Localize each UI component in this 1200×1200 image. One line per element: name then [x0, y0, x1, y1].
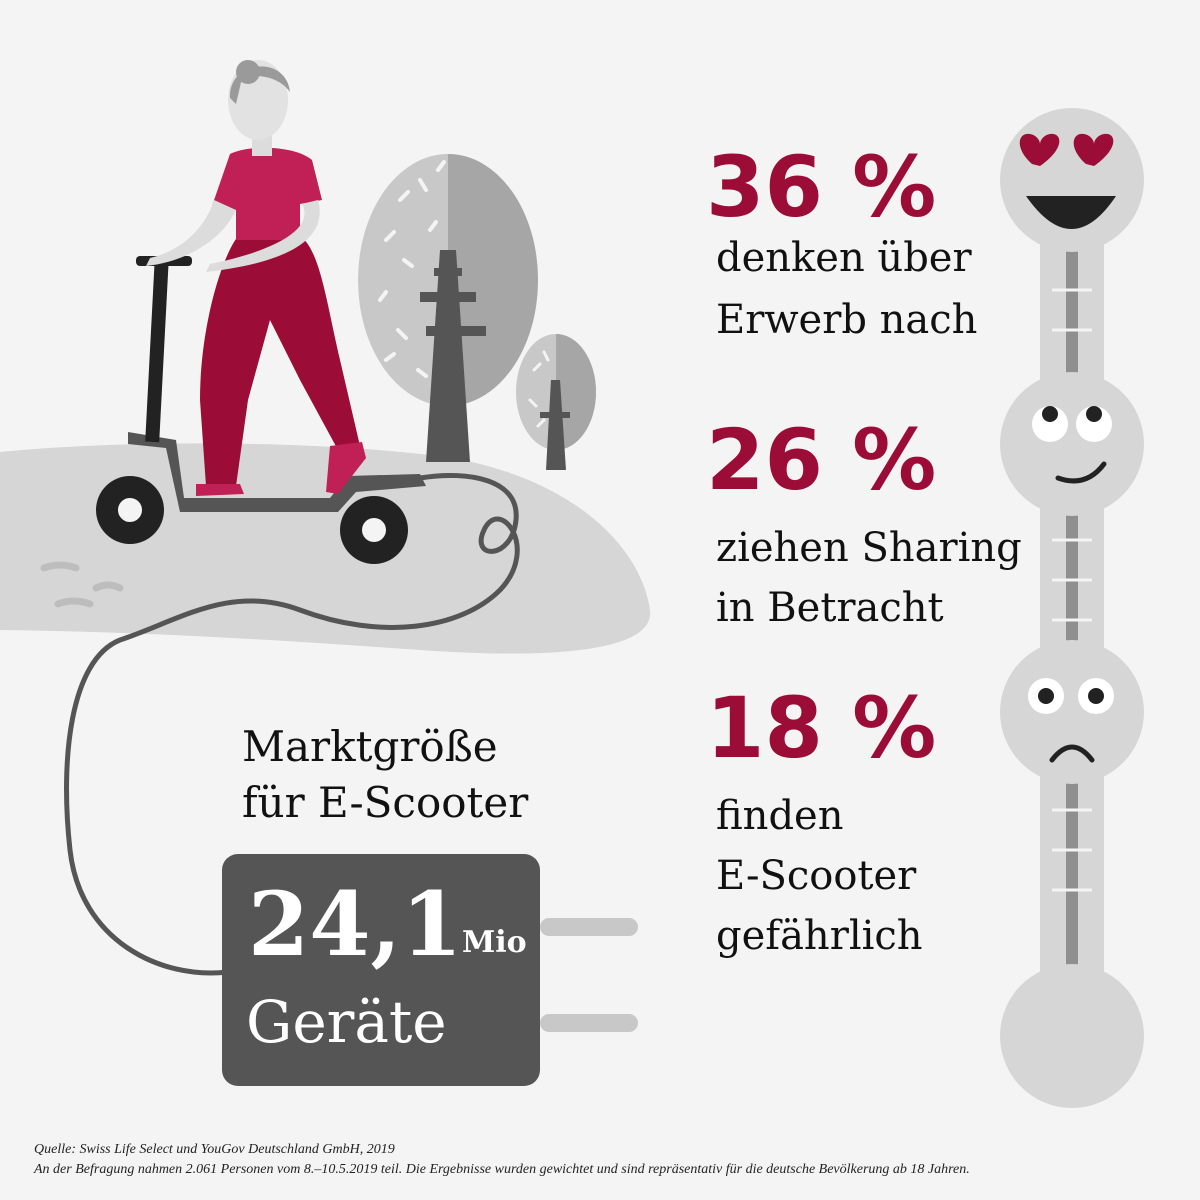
thermometer-bulb — [1000, 964, 1144, 1108]
plug-icon — [222, 854, 638, 1086]
worried-face-icon — [1000, 640, 1144, 784]
stat-label-purchase-line2: Erwerb nach — [716, 297, 978, 343]
stat-label-purchase-line1: denken über — [716, 235, 972, 281]
market-unit: Geräte — [246, 988, 447, 1056]
market-title-line2: für E-Scooter — [242, 778, 529, 827]
mood-scale — [1000, 220, 1144, 1108]
charging-cable — [64, 473, 520, 976]
heart-eyes-face-icon — [1000, 108, 1144, 252]
market-title-line1: Marktgröße — [242, 722, 498, 771]
e-scooter-icon — [96, 256, 426, 564]
footer-source: Quelle: Swiss Life Select und YouGov Deu… — [34, 1142, 395, 1157]
stat-label-dangerous-line1: finden — [716, 793, 844, 839]
stat-value-sharing: 26 % — [706, 411, 937, 509]
footer: Quelle: Swiss Life Select und YouGov Deu… — [34, 1140, 970, 1180]
rider-icon — [146, 60, 366, 496]
stat-value-purchase: 36 % — [706, 138, 937, 236]
small-tree-icon — [516, 334, 596, 470]
road-shape — [0, 443, 651, 654]
stat-label-sharing-line1: ziehen Sharing — [716, 525, 1022, 571]
stat-label-sharing-line2: in Betracht — [716, 585, 944, 631]
stat-label-dangerous-line3: gefährlich — [716, 913, 923, 959]
stat-label-dangerous-line2: E-Scooter — [716, 853, 917, 899]
market-value: 24,1 — [248, 872, 463, 976]
eyes-up-smile-face-icon — [1000, 372, 1144, 516]
footer-note: An der Befragung nahmen 2.061 Personen v… — [34, 1162, 970, 1177]
road-marks — [40, 561, 124, 608]
tree-icon — [358, 154, 538, 462]
market-unit-small: Mio — [462, 925, 527, 960]
stat-value-dangerous: 18 % — [706, 679, 937, 777]
